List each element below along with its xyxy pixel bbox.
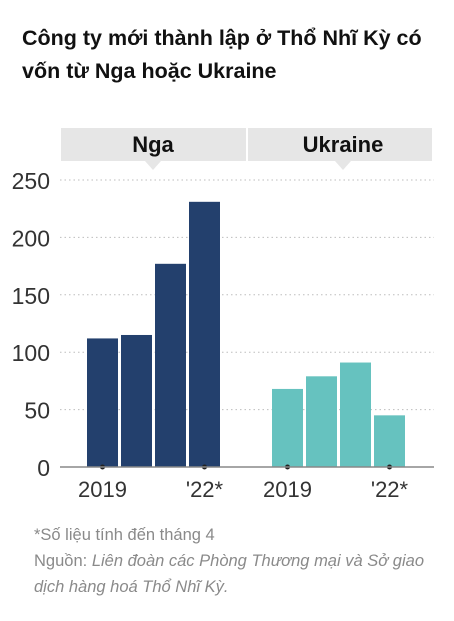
y-tick-label: 150 bbox=[12, 283, 50, 309]
bar-2022* bbox=[189, 201, 220, 467]
x-tick-label: '22* bbox=[371, 477, 409, 502]
y-axis: 0 50 100 150 200 250 bbox=[12, 168, 50, 481]
y-tick-label: 50 bbox=[24, 398, 50, 424]
panel-label-box bbox=[248, 128, 432, 170]
x-tick-label: 2019 bbox=[263, 477, 312, 502]
panels: Nga 2019 '22* Ukraine 2019 '22* bbox=[61, 128, 432, 502]
chart-title: Công ty mới thành lập ở Thổ Nhĩ Kỳ có vố… bbox=[22, 26, 422, 83]
panel-russia: Nga 2019 '22* bbox=[61, 128, 246, 502]
panel-ukraine: Ukraine 2019 '22* bbox=[248, 128, 432, 502]
y-tick-label: 250 bbox=[12, 168, 50, 194]
source-text: Liên đoàn các Phòng Thương mại và Sở gia… bbox=[34, 552, 425, 596]
source-label: Nguồn: bbox=[34, 552, 88, 570]
series-label: Ukraine bbox=[303, 132, 384, 157]
bar-2021 bbox=[340, 362, 371, 467]
gridlines bbox=[60, 179, 434, 411]
bar-2020 bbox=[121, 334, 152, 467]
x-tick-label: '22* bbox=[186, 477, 224, 502]
bar-2021 bbox=[155, 263, 186, 467]
bar-2019 bbox=[272, 388, 303, 467]
bar-2020 bbox=[306, 376, 337, 467]
y-tick-label: 200 bbox=[12, 225, 50, 251]
series-label: Nga bbox=[132, 132, 174, 157]
bar-2019 bbox=[87, 338, 118, 467]
y-tick-label: 0 bbox=[37, 455, 50, 481]
y-tick-label: 100 bbox=[12, 340, 50, 366]
panel-label-box bbox=[61, 128, 246, 170]
x-tick-label: 2019 bbox=[78, 477, 127, 502]
footnote: *Số liệu tính đến tháng 4 bbox=[34, 526, 215, 544]
source-note: Nguồn: Liên đoàn các Phòng Thương mại và… bbox=[34, 548, 444, 600]
bar-2022* bbox=[374, 415, 405, 467]
